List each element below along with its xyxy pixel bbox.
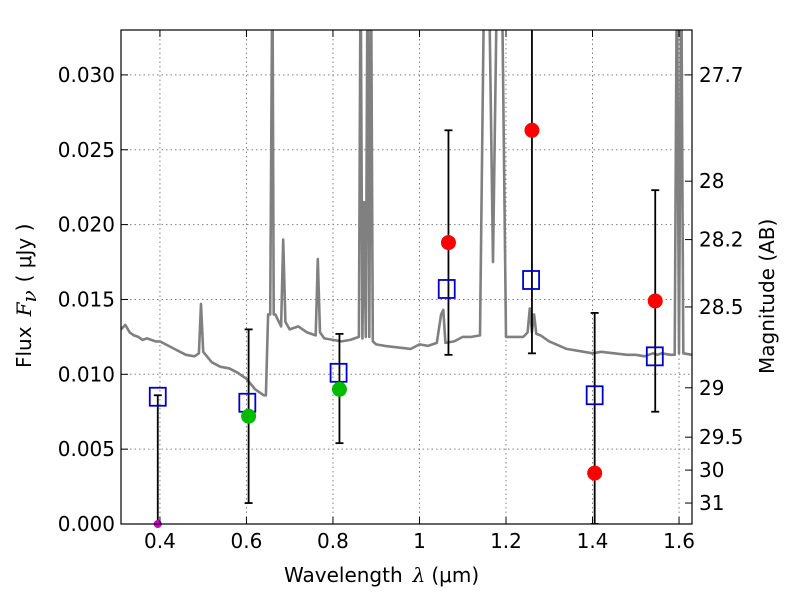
- model-square-marker: [148, 386, 167, 407]
- x-axis-symbol: λ: [412, 563, 426, 587]
- y2-tick-label: 28.5: [699, 295, 744, 319]
- y2-tick-label: 30: [699, 458, 724, 482]
- model-square-marker: [437, 279, 456, 299]
- plot-area: [121, 30, 692, 524]
- y2-tick-label: 29.5: [699, 425, 744, 449]
- detection-marker: [647, 293, 663, 309]
- y2-tick-label: 27.7: [699, 63, 744, 87]
- y2-tick-label: 29: [699, 376, 724, 400]
- green-point-marker: [241, 408, 257, 424]
- model-square-marker: [522, 270, 540, 290]
- x-tick-label: 1.4: [577, 529, 609, 553]
- tick-layer: 0.4 0.6 0.8 1 1.2 1.4 1.6 0.000 0.005 0.010 0.015 0…: [58, 30, 744, 553]
- y-tick-label: 0.010: [58, 362, 115, 386]
- y-tick-label: 0.025: [58, 138, 115, 162]
- marker-layer: [148, 122, 664, 528]
- model-square-marker: [329, 362, 348, 383]
- model-square-marker: [645, 346, 664, 367]
- x-tick-label: 0.6: [231, 529, 263, 553]
- plot-frame: [120, 29, 693, 525]
- x-axis-unit: (μm): [431, 563, 479, 587]
- y-tick-label: 0.020: [58, 213, 115, 237]
- y-tick-label: 0.000: [58, 512, 115, 536]
- y-axis-unit: ( μJy ): [12, 224, 36, 283]
- y-axis-symbol: F: [12, 301, 36, 317]
- y-tick-label: 0.030: [58, 63, 115, 87]
- y-axis-label: FluxFν( μJy ): [12, 224, 41, 368]
- x-tick-label: 0.8: [317, 529, 349, 553]
- model-square-marker: [585, 385, 604, 406]
- y-tick-label: 0.005: [58, 437, 115, 461]
- y2-axis-label: Magnitude (AB): [755, 219, 779, 374]
- green-point-marker: [331, 381, 347, 397]
- detection-marker: [587, 465, 603, 481]
- x-tick-label: 1: [413, 529, 426, 553]
- x-tick-label: 1.2: [490, 529, 522, 553]
- y2-tick-label: 28.2: [699, 228, 744, 252]
- detection-marker: [524, 122, 540, 138]
- detection-marker: [440, 235, 456, 251]
- y-axis-subscript: ν: [17, 290, 41, 302]
- spectrum-layer: [121, 30, 692, 397]
- x-tick-label: 0.4: [144, 529, 176, 553]
- x-axis-label: Wavelength λ (μm): [284, 563, 479, 587]
- x-tick-label: 1.6: [663, 529, 695, 553]
- spectrum-line: [121, 30, 692, 397]
- y-tick-label: 0.015: [58, 287, 115, 311]
- y2-tick-label: 28: [699, 169, 724, 193]
- y2-tick-label: 31: [699, 491, 724, 515]
